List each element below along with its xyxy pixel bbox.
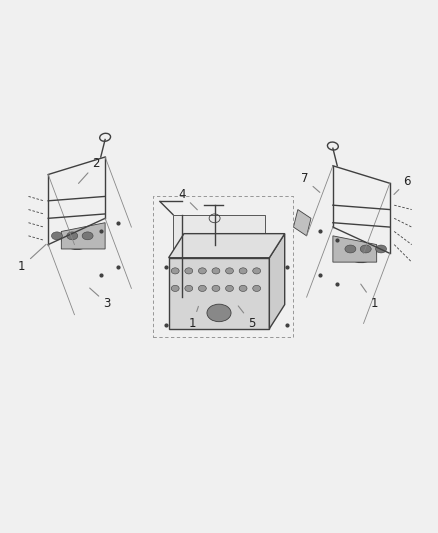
Ellipse shape (171, 268, 179, 274)
Text: 1: 1 (189, 306, 198, 330)
Ellipse shape (212, 285, 220, 292)
Ellipse shape (345, 245, 356, 253)
Ellipse shape (198, 268, 206, 274)
Ellipse shape (351, 244, 376, 262)
Text: 1: 1 (361, 284, 378, 310)
Polygon shape (269, 233, 285, 329)
Ellipse shape (355, 248, 372, 259)
Ellipse shape (185, 268, 193, 274)
Ellipse shape (376, 245, 387, 253)
Ellipse shape (52, 232, 63, 240)
Ellipse shape (226, 285, 233, 292)
Ellipse shape (66, 235, 83, 246)
Ellipse shape (62, 231, 87, 249)
Polygon shape (61, 223, 105, 249)
Text: 1: 1 (18, 244, 46, 273)
Polygon shape (293, 209, 311, 236)
Polygon shape (173, 215, 265, 297)
Polygon shape (169, 258, 269, 329)
Ellipse shape (239, 268, 247, 274)
Ellipse shape (207, 304, 231, 322)
Ellipse shape (67, 232, 78, 240)
Ellipse shape (253, 285, 261, 292)
Ellipse shape (239, 285, 247, 292)
Text: 4: 4 (178, 188, 198, 210)
Text: 6: 6 (394, 175, 411, 195)
Polygon shape (333, 236, 377, 262)
Text: 7: 7 (300, 172, 320, 192)
Ellipse shape (185, 285, 193, 292)
Ellipse shape (210, 241, 219, 248)
Text: 3: 3 (90, 288, 111, 310)
Text: 2: 2 (78, 157, 100, 183)
Ellipse shape (198, 285, 206, 292)
Ellipse shape (253, 268, 261, 274)
Ellipse shape (212, 268, 220, 274)
Ellipse shape (226, 268, 233, 274)
Polygon shape (169, 233, 285, 258)
Ellipse shape (360, 245, 371, 253)
Text: 5: 5 (238, 306, 255, 330)
Ellipse shape (171, 285, 179, 292)
Ellipse shape (82, 232, 93, 240)
